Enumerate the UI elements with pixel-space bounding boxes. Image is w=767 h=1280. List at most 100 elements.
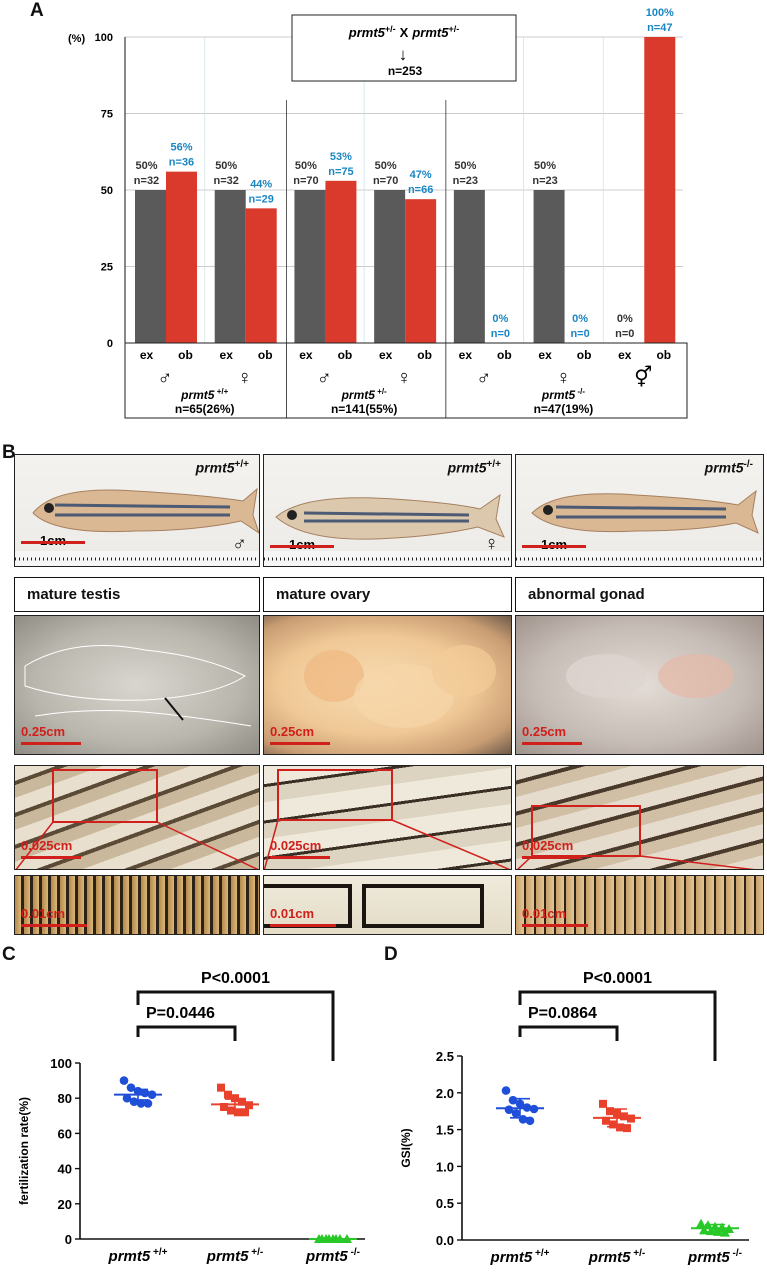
panel-d-scatter-chart: 0.0 0.5 1.0 1.5 2.0 2.5 GSI(%) prmt5 +/+ prmt5 +… bbox=[399, 970, 749, 1266]
ex-pct-label: 50% bbox=[534, 160, 556, 172]
y-tick-label: 40 bbox=[58, 1162, 72, 1177]
y-tick-label: 100 bbox=[50, 1056, 72, 1071]
significance-bracket bbox=[136, 990, 335, 1061]
genotype-label: prmt5 +/- bbox=[341, 387, 387, 402]
bar-ob bbox=[166, 171, 197, 343]
fish-genotype-label: prmt5+/+ bbox=[448, 459, 501, 476]
panel-c-scatter-chart: 0 20 40 60 80 100 fertilization rate(%) prmt5 +… bbox=[17, 970, 365, 1265]
significance-bracket bbox=[518, 990, 717, 1061]
fin-scale-bar: 0.025cm bbox=[21, 838, 81, 859]
ob-n-label: n=66 bbox=[408, 184, 433, 196]
sex-symbol: ♂ bbox=[157, 367, 172, 389]
x-label-ob: ob bbox=[258, 348, 273, 362]
panel-letter-a: A bbox=[30, 0, 44, 21]
ex-n-label: n=23 bbox=[532, 175, 557, 187]
gonad-label-ovary: mature ovary bbox=[263, 577, 512, 612]
gonad-photo-abnormal: 0.25cm bbox=[515, 615, 764, 755]
y-tick-label: 100 bbox=[95, 32, 113, 44]
fin-scale-label: 0.025cm bbox=[522, 838, 574, 853]
x-label-ex: ex bbox=[140, 348, 154, 362]
data-point bbox=[241, 1108, 249, 1117]
p-value-label: P=0.0446 bbox=[146, 1005, 215, 1022]
y-axis-unit: (%) bbox=[68, 33, 85, 45]
fin-zoom-scale-bar: 0.01cm bbox=[522, 906, 588, 927]
abnormal-gonad-illustration bbox=[566, 654, 734, 698]
sex-symbol: ⚥ bbox=[634, 365, 652, 389]
genotype-summary: n=141(55%) bbox=[331, 402, 397, 416]
fish-photo-wt-female: prmt5+/+ ♀ 1cm bbox=[263, 454, 512, 567]
fish-genotype-label: prmt5+/+ bbox=[196, 459, 249, 476]
bar-ob bbox=[245, 208, 277, 343]
data-point bbox=[511, 1109, 521, 1118]
data-point bbox=[227, 1106, 235, 1115]
fin-zoom-ovary: 0.01cm bbox=[263, 875, 512, 935]
x-tick-label: prmt5 +/+ bbox=[490, 1248, 550, 1266]
x-label-ob: ob bbox=[577, 348, 592, 362]
panel-letter-d: D bbox=[384, 944, 398, 965]
data-point bbox=[706, 1226, 716, 1236]
data-point bbox=[217, 1083, 225, 1092]
x-label-ex: ex bbox=[379, 348, 393, 362]
p-value-label: P<0.0001 bbox=[583, 970, 652, 987]
x-label-ex: ex bbox=[618, 348, 632, 362]
x-tick-label: prmt5 +/+ bbox=[108, 1247, 168, 1265]
cross-box bbox=[291, 14, 517, 82]
bar-ob bbox=[644, 37, 676, 343]
y-tick-label: 25 bbox=[101, 262, 113, 274]
p-value-label: P<0.0001 bbox=[201, 970, 270, 987]
gonad-scale-bar: 0.25cm bbox=[522, 724, 582, 745]
fin-zoom-scale-label: 0.01cm bbox=[21, 906, 66, 921]
data-point bbox=[238, 1097, 246, 1106]
x-label-ex: ex bbox=[459, 348, 473, 362]
gonad-scale-label: 0.25cm bbox=[522, 724, 567, 739]
ob-n-label: n=0 bbox=[491, 328, 510, 340]
sex-symbol: ♂ bbox=[476, 367, 491, 389]
fish-genotype-sup: -/- bbox=[743, 459, 753, 470]
ob-n-label: n=29 bbox=[249, 193, 274, 205]
ob-pct-label: 53% bbox=[330, 151, 352, 163]
x-label-ex: ex bbox=[299, 348, 313, 362]
cross-x: X bbox=[400, 25, 409, 40]
fin-photo-abnormal: 0.025cm bbox=[515, 765, 764, 870]
cross-left-sup: +/- bbox=[385, 24, 396, 34]
fish-genotype: prmt5 bbox=[704, 459, 744, 476]
ex-pct-label: 50% bbox=[135, 160, 157, 172]
ob-n-label: n=75 bbox=[328, 166, 353, 178]
genotype-label: prmt5 +/+ bbox=[180, 387, 228, 402]
y-axis-label: fertilization rate(%) bbox=[17, 1097, 31, 1205]
fish-genotype: prmt5 bbox=[447, 459, 487, 476]
bar-ex bbox=[533, 190, 565, 343]
fin-zoom-testis: 0.01cm bbox=[14, 875, 260, 935]
data-point bbox=[620, 1112, 628, 1121]
fin-zoom-scale-bar: 0.01cm bbox=[21, 906, 87, 927]
gonad-label-abnormal: abnormal gonad bbox=[515, 577, 764, 612]
x-tick-label: prmt5 -/- bbox=[305, 1247, 360, 1265]
significance-bracket bbox=[518, 1025, 619, 1041]
cross-right-genotype: prmt5 bbox=[411, 25, 449, 40]
x-tick-label: prmt5 +/- bbox=[206, 1247, 263, 1265]
data-point bbox=[602, 1116, 610, 1125]
sex-symbol: ♀ bbox=[237, 367, 252, 389]
ob-n-label: n=47 bbox=[647, 22, 672, 34]
y-tick-label: 0.5 bbox=[436, 1196, 454, 1211]
y-tick-label: 2.5 bbox=[436, 1049, 454, 1064]
x-label-ob: ob bbox=[497, 348, 512, 362]
ex-pct-label: 50% bbox=[295, 160, 317, 172]
y-tick-label: 0.0 bbox=[436, 1233, 454, 1248]
genotype-summary: n=47(19%) bbox=[534, 402, 594, 416]
x-tick-label: prmt5 +/- bbox=[588, 1248, 645, 1266]
sex-symbol: ♀ bbox=[397, 367, 412, 389]
fish-scale-label: 1cm bbox=[21, 533, 85, 548]
y-tick-label: 0 bbox=[65, 1232, 72, 1247]
bar-ob bbox=[405, 199, 437, 343]
ovary-illustration bbox=[304, 645, 496, 728]
gonad-label-testis: mature testis bbox=[14, 577, 260, 612]
panel-a-bar-chart: 0 25 50 75 100 50% n=32 56% n=36 ex ob ♂ 50% n=32 44%… bbox=[68, 7, 688, 419]
x-label-ob: ob bbox=[338, 348, 353, 362]
gonad-scale-bar: 0.25cm bbox=[270, 724, 330, 745]
ex-n-label: n=70 bbox=[373, 175, 398, 187]
y-tick-label: 60 bbox=[58, 1126, 72, 1141]
data-point bbox=[119, 1076, 129, 1085]
fin-zoom-box bbox=[517, 805, 755, 869]
fin-zoom-scale-label: 0.01cm bbox=[522, 906, 567, 921]
